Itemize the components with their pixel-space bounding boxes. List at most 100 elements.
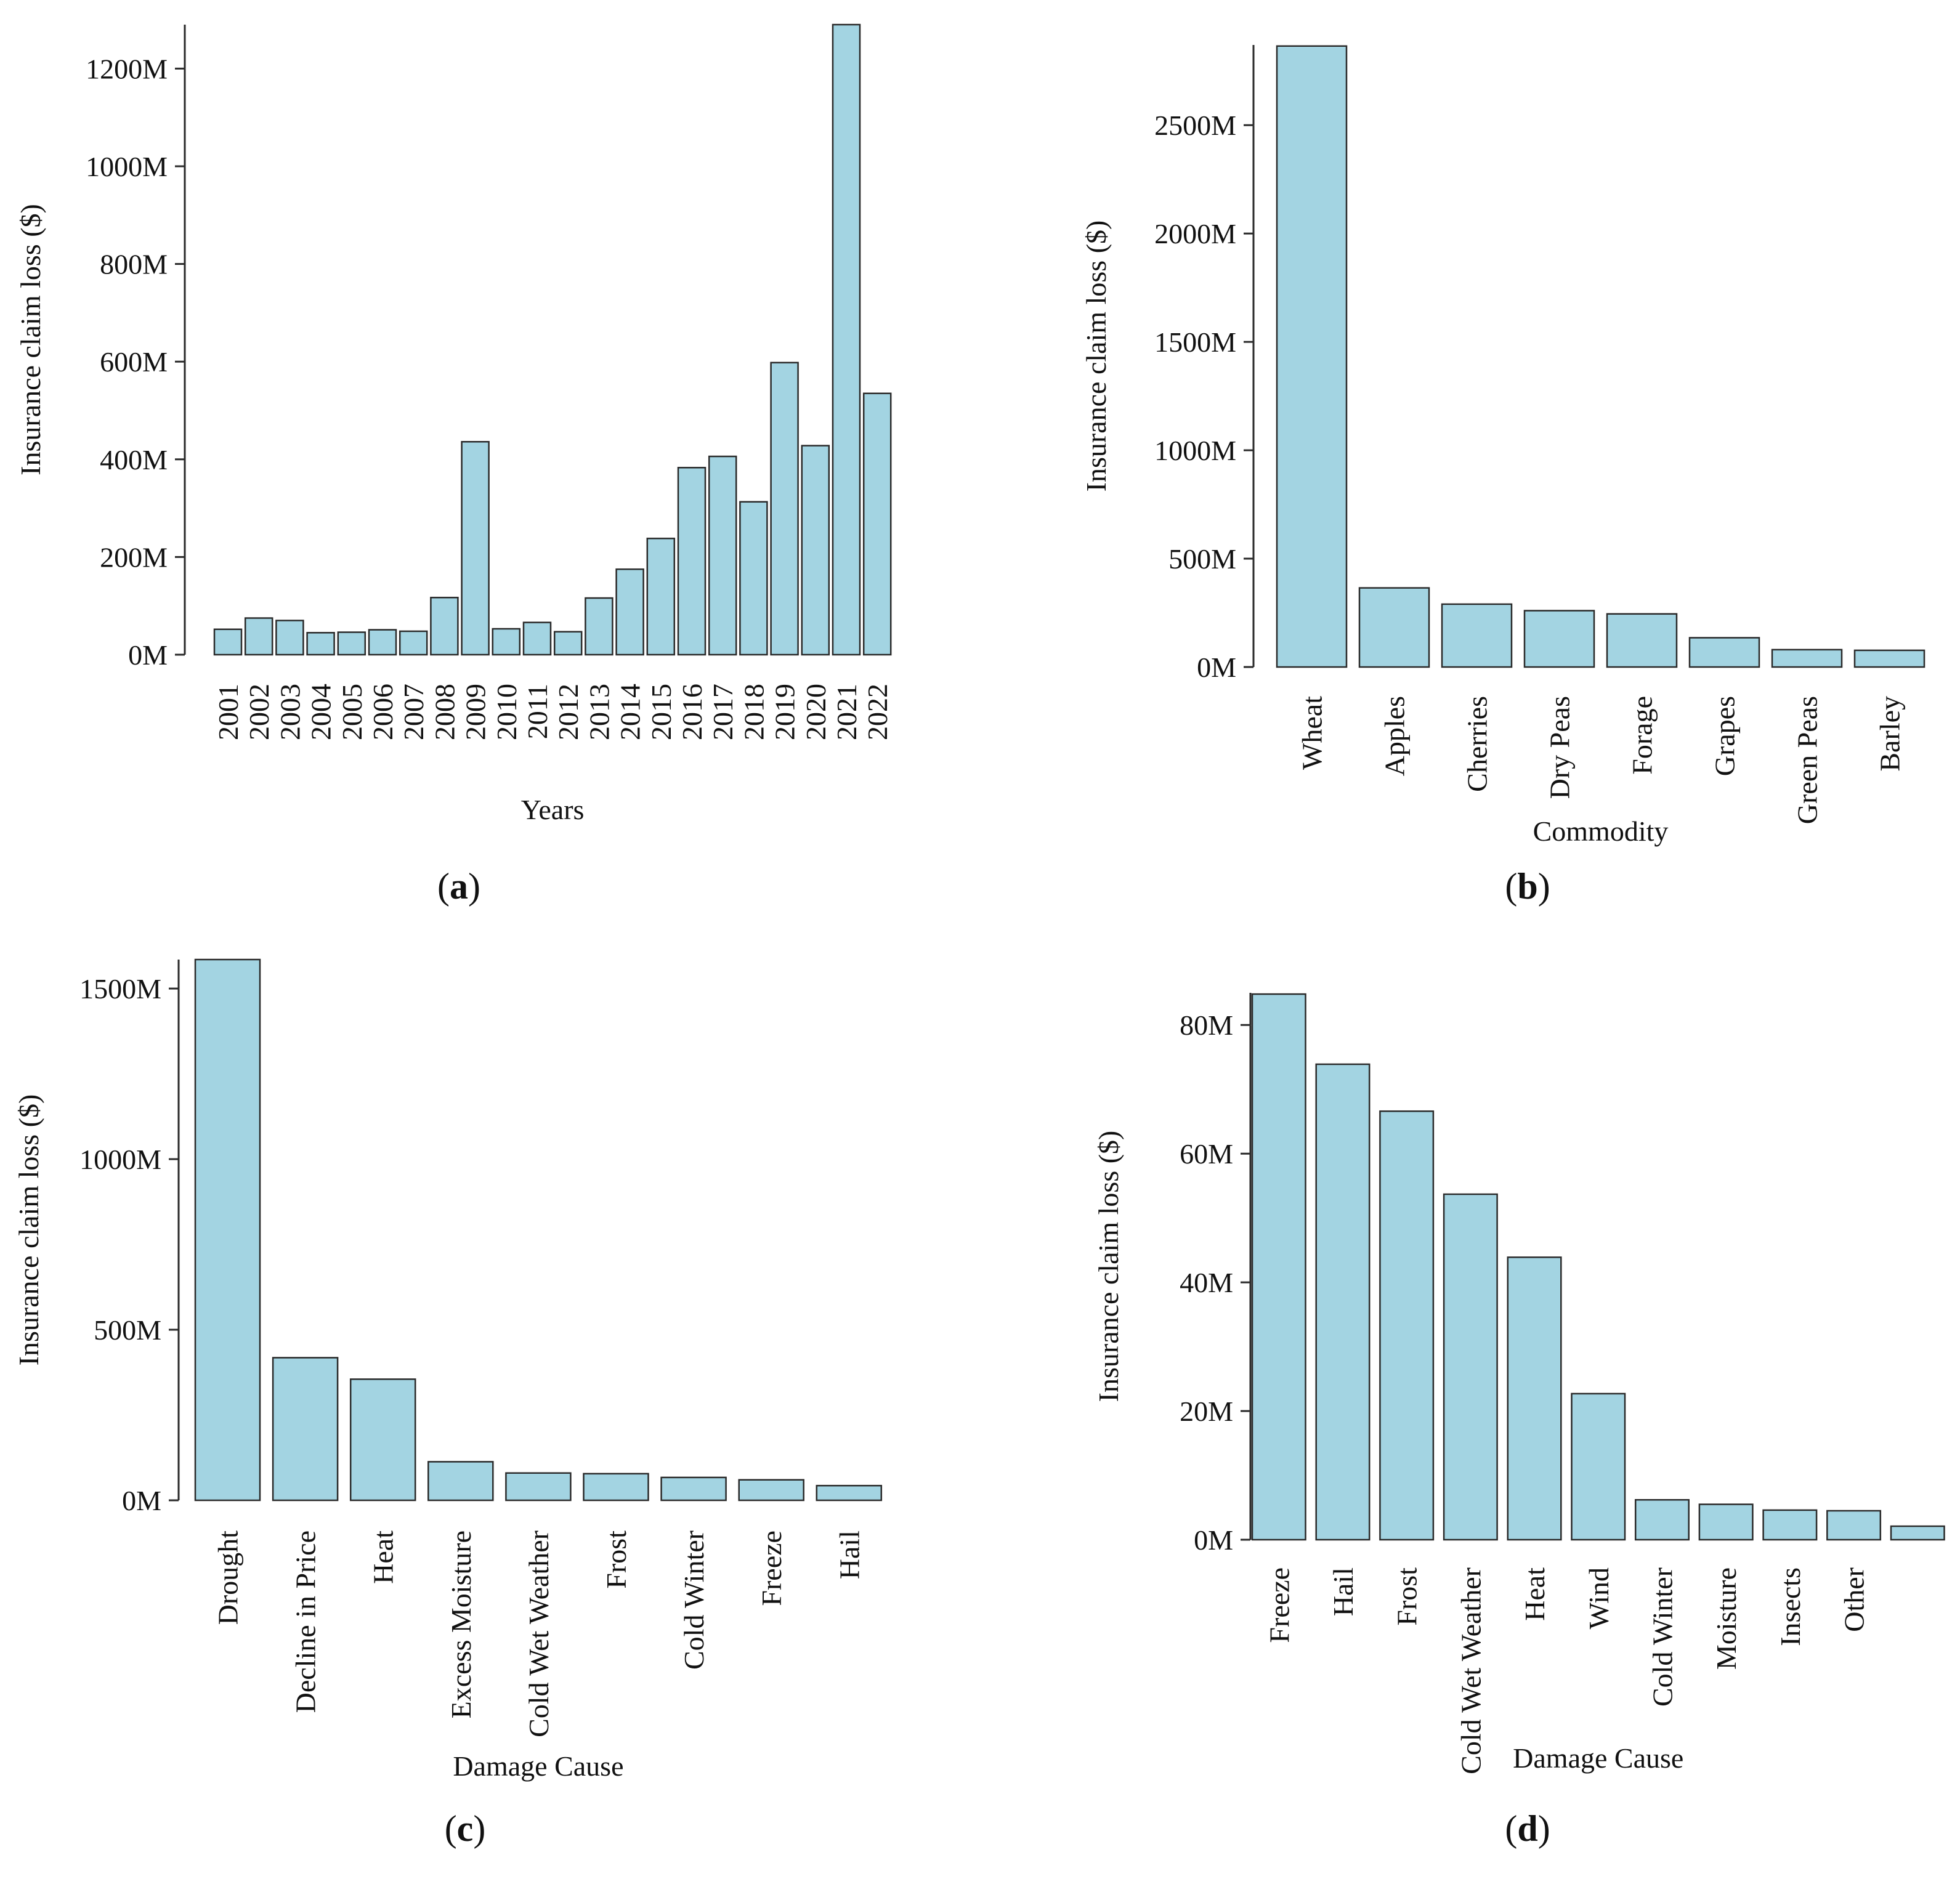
bar: [1315, 1063, 1371, 1541]
x-tick-label: Apples: [1379, 696, 1411, 776]
y-tick-label: 2500M: [1154, 110, 1236, 141]
bar: [1606, 613, 1678, 668]
y-axis-title: Insurance claim loss ($): [1080, 220, 1112, 492]
y-tick-label: 1500M: [1154, 326, 1236, 358]
x-tick-label: Frost: [1391, 1567, 1423, 1626]
x-axis-title: Damage Cause: [1513, 1742, 1683, 1774]
x-tick-label: 2006: [367, 684, 399, 740]
bar: [585, 597, 614, 656]
x-tick-label: Insects: [1775, 1567, 1806, 1646]
bar: [770, 362, 799, 656]
x-tick-label: Cold Winter: [1646, 1567, 1678, 1707]
panel-caption: (d): [1505, 1808, 1550, 1849]
y-tick-label: 600M: [100, 346, 168, 378]
x-tick-label: 2007: [398, 684, 429, 740]
bar: [739, 501, 768, 656]
bar: [492, 628, 521, 656]
x-tick-label: 2016: [676, 684, 708, 740]
y-tick-label: 1000M: [1154, 435, 1236, 466]
y-tick-label: 60M: [1180, 1138, 1233, 1170]
x-axis-title: Years: [521, 794, 585, 825]
bar: [660, 1476, 727, 1502]
bar: [1571, 1393, 1626, 1541]
bar: [646, 538, 676, 656]
y-tick-label: 0M: [128, 639, 168, 671]
bar: [1826, 1510, 1882, 1541]
x-tick-label: 2013: [583, 684, 615, 740]
x-tick-label: Decline in Price: [290, 1530, 322, 1713]
x-tick-label: Wind: [1583, 1567, 1614, 1629]
x-axis-title: Damage Cause: [453, 1750, 623, 1782]
bar: [1771, 649, 1843, 668]
x-tick-label: Freeze: [756, 1530, 787, 1606]
x-tick-label: Barley: [1874, 696, 1906, 772]
x-tick-label: 2004: [306, 684, 337, 740]
y-tick-label: 0M: [1197, 652, 1236, 683]
bar: [368, 629, 397, 656]
x-tick-label: Other: [1839, 1567, 1870, 1632]
x-tick-label: 2014: [615, 684, 646, 740]
panel-caption: (c): [444, 1808, 486, 1849]
bar: [430, 596, 459, 656]
y-tick-label: 80M: [1180, 1009, 1233, 1041]
y-tick-label: 0M: [1194, 1524, 1233, 1556]
bar: [1379, 1110, 1435, 1541]
x-tick-label: Cherries: [1462, 696, 1493, 792]
x-tick-label: 2022: [862, 684, 893, 740]
bar: [1853, 649, 1926, 668]
x-tick-label: Grapes: [1709, 696, 1741, 776]
x-tick-label: Hail: [1327, 1567, 1359, 1616]
bar: [1634, 1498, 1690, 1541]
bar: [738, 1479, 804, 1502]
bar: [615, 568, 644, 656]
x-tick-label: 2008: [429, 684, 460, 740]
bar: [1276, 45, 1348, 668]
x-tick-label: 2012: [553, 684, 584, 740]
bar: [349, 1378, 416, 1502]
bar: [553, 631, 583, 656]
bar: [708, 455, 737, 656]
x-tick-label: Dry Peas: [1544, 696, 1576, 799]
x-tick-label: Freeze: [1263, 1567, 1295, 1643]
y-tick-label: 2000M: [1154, 218, 1236, 249]
x-tick-label: Moisture: [1711, 1567, 1742, 1670]
bar: [505, 1472, 572, 1502]
bar: [1251, 993, 1306, 1541]
bar: [1523, 610, 1595, 668]
bar: [306, 632, 335, 656]
x-tick-label: Forage: [1627, 696, 1658, 775]
x-tick-label: Frost: [601, 1530, 632, 1589]
bar: [275, 620, 304, 656]
x-tick-label: Cold Wet Weather: [523, 1530, 554, 1737]
y-axis-title: Insurance claim loss ($): [15, 204, 46, 475]
x-tick-label: Heat: [1519, 1567, 1550, 1621]
bar: [213, 628, 243, 656]
bar: [816, 1484, 883, 1502]
bar: [1507, 1256, 1562, 1541]
bar: [272, 1357, 339, 1502]
y-axis-title: Insurance claim loss ($): [1093, 1131, 1124, 1402]
bar: [1688, 637, 1760, 668]
y-tick-label: 0M: [122, 1485, 161, 1516]
y-tick-label: 1000M: [79, 1144, 161, 1175]
y-axis-title: Insurance claim loss ($): [13, 1094, 44, 1366]
bar: [337, 631, 366, 656]
y-tick-label: 1000M: [86, 151, 168, 182]
x-tick-label: 2017: [707, 684, 739, 740]
bar: [1890, 1525, 1945, 1541]
x-tick-label: 2020: [800, 684, 832, 740]
x-tick-label: 2009: [460, 684, 492, 740]
bar: [1358, 587, 1430, 668]
y-tick-label: 800M: [100, 249, 168, 280]
bar: [832, 23, 861, 656]
panel-caption: (a): [437, 866, 480, 907]
bar: [461, 440, 490, 656]
bar: [862, 392, 892, 656]
x-tick-label: 2005: [336, 684, 368, 740]
x-tick-label: Green Peas: [1792, 696, 1823, 824]
x-tick-label: 2021: [831, 684, 862, 740]
